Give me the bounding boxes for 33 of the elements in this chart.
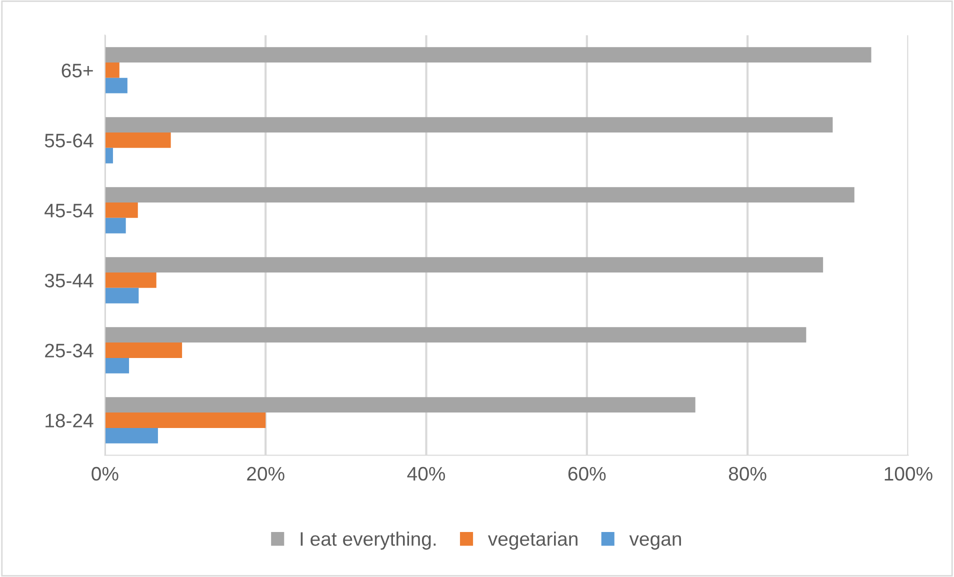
bar bbox=[104, 148, 113, 164]
legend-label: vegetarian bbox=[488, 532, 578, 550]
bar bbox=[104, 78, 128, 94]
legend-label: I eat everything. bbox=[300, 532, 436, 550]
bar bbox=[104, 342, 182, 358]
bar bbox=[104, 288, 139, 304]
bar bbox=[104, 187, 854, 203]
bar bbox=[104, 397, 696, 413]
bar bbox=[104, 428, 158, 444]
y-tick-label: 55-64 bbox=[44, 134, 94, 148]
x-tick-label: 40% bbox=[407, 466, 446, 481]
bar bbox=[104, 117, 833, 133]
bar bbox=[104, 412, 266, 428]
bar bbox=[104, 62, 120, 78]
legend-label: vegan bbox=[629, 535, 681, 550]
x-tick-label: 100% bbox=[884, 466, 932, 481]
y-tick-label: 18-24 bbox=[46, 414, 94, 428]
bar bbox=[104, 358, 130, 374]
x-tick-label: 60% bbox=[568, 466, 606, 481]
bar bbox=[104, 202, 138, 218]
bar bbox=[104, 132, 171, 148]
bar bbox=[104, 257, 824, 273]
x-tick-label: 20% bbox=[247, 466, 284, 481]
x-tick-label: 80% bbox=[728, 466, 766, 481]
bar bbox=[104, 327, 806, 343]
bar bbox=[104, 47, 872, 62]
x-tick-label: 0% bbox=[92, 466, 118, 481]
bar bbox=[104, 218, 126, 234]
y-tick-label: 65+ bbox=[62, 64, 93, 78]
bar bbox=[104, 272, 156, 288]
y-tick-label: 25-34 bbox=[45, 344, 94, 358]
y-tick-label: 45-54 bbox=[44, 204, 94, 218]
y-tick-label: 35-44 bbox=[44, 274, 94, 288]
